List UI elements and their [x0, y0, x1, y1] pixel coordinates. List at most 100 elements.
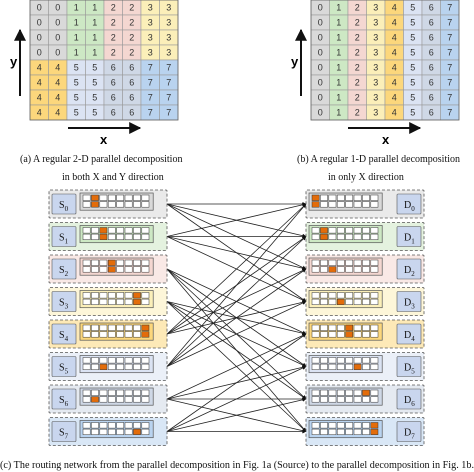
grid-a-cell-label: 3	[166, 3, 171, 13]
grid-a-border	[29, 0, 179, 121]
source-cell	[133, 266, 141, 273]
grid-b-cell-label: 0	[318, 108, 323, 118]
source-cell-active	[133, 428, 141, 435]
source-cell	[99, 298, 108, 305]
destination-label: D0	[404, 200, 415, 213]
panel-b-x-label: x	[382, 132, 390, 147]
grid-a-cell-label: 6	[129, 93, 134, 103]
destination-cell	[311, 422, 320, 429]
grid-a-cell-label: 0	[55, 48, 60, 58]
source-cell	[107, 324, 116, 331]
destination-cell	[320, 292, 328, 299]
destination-cell	[328, 227, 337, 234]
source-cell	[124, 201, 133, 208]
destination-cell	[353, 233, 362, 240]
grid-b-cell-label: 4	[392, 33, 397, 43]
grid-a-cell-label: 6	[111, 78, 116, 88]
source-cell	[133, 363, 141, 370]
source-cell	[124, 194, 133, 201]
destination-cell-active	[311, 194, 320, 201]
panel-b-y-label: y	[291, 54, 299, 69]
grid-a-cell-label: 4	[37, 108, 42, 118]
grid-a-cell-label: 1	[74, 33, 79, 43]
destination-cell-active	[328, 266, 337, 273]
source-cell	[99, 422, 108, 429]
destination-cell	[370, 266, 379, 273]
destination-cell	[328, 259, 337, 266]
destination-cell-active	[311, 201, 320, 208]
source-cell	[133, 357, 141, 364]
source-cell	[91, 331, 99, 338]
grid-a-cell-label: 3	[148, 33, 153, 43]
destination-cell	[353, 357, 362, 364]
grid-b-cell-label: 5	[410, 108, 415, 118]
grid-a-cell-label: 7	[148, 108, 153, 118]
route-link	[166, 333, 307, 400]
source-label-box	[51, 323, 77, 345]
source-cell	[116, 422, 125, 429]
route-link	[166, 397, 307, 432]
source-cell	[116, 298, 125, 305]
source-cell	[124, 331, 133, 338]
grid-b-cell-label: 6	[429, 3, 434, 13]
grid-a-cell-label: 1	[74, 48, 79, 58]
grid-a-cell-label: 1	[92, 3, 97, 13]
source-label: S1	[59, 233, 69, 246]
destination-cell	[328, 292, 337, 299]
destination-cell	[336, 194, 345, 201]
destination-cell	[328, 363, 337, 370]
grid-b-cell-label: 7	[447, 93, 452, 103]
source-cell-active	[99, 227, 108, 234]
source-cell	[116, 259, 125, 266]
destination-cell	[336, 331, 345, 338]
destination-cell	[345, 389, 354, 396]
grid-b-cell-label: 4	[392, 18, 397, 28]
grid-b-cell-label: 7	[447, 63, 452, 73]
source-label-sub: 4	[65, 335, 69, 343]
source-2: S2	[48, 254, 168, 284]
grid-a-cell-label: 1	[92, 48, 97, 58]
source-cell-active	[91, 201, 99, 208]
source-cell	[116, 357, 125, 364]
caption-a-line2: in both X and Y direction	[62, 172, 164, 183]
source-label-sub: 2	[65, 270, 69, 278]
grid-a-cell-label: 0	[55, 33, 60, 43]
destination-cell	[345, 298, 354, 305]
destination-label-sub: 5	[411, 368, 415, 376]
destination-cell	[336, 422, 345, 429]
grid-b-cell-label: 3	[373, 33, 378, 43]
grid-a-cell-label: 7	[166, 78, 171, 88]
source-cell	[141, 266, 150, 273]
source-label-box	[51, 356, 77, 377]
destination-cell	[345, 357, 354, 364]
grid-a-cell-label: 6	[129, 63, 134, 73]
grid-b-cell-label: 2	[355, 93, 360, 103]
source-cell-active	[141, 324, 150, 331]
grid-b-cell-label: 2	[355, 18, 360, 28]
grid-b-cell-label: 4	[392, 63, 397, 73]
source-cell	[124, 363, 133, 370]
destination-cell	[370, 259, 379, 266]
destination-label-sub: 7	[411, 433, 415, 441]
grid-b-cell-label: 2	[355, 63, 360, 73]
destination-cell	[362, 324, 370, 331]
source-cell	[82, 363, 91, 370]
source-cell	[141, 201, 150, 208]
source-5: S5	[48, 352, 168, 381]
grid-b-cell-label: 7	[447, 78, 452, 88]
source-cell	[82, 233, 91, 240]
source-label-box	[51, 388, 77, 410]
grid-b-cell-label: 0	[318, 48, 323, 58]
source-1: S1	[48, 222, 168, 251]
source-cell	[116, 292, 125, 299]
destination-cell	[362, 201, 370, 208]
grid-a-cell-label: 6	[129, 78, 134, 88]
grid-b-border	[310, 0, 460, 121]
destination-cell	[320, 324, 328, 331]
source-cell	[124, 233, 133, 240]
destination-cell	[328, 331, 337, 338]
grid-b-cell-label: 2	[355, 78, 360, 88]
source-cell	[107, 292, 116, 299]
grid-a-cell-label: 6	[111, 63, 116, 73]
source-cell	[133, 422, 141, 429]
